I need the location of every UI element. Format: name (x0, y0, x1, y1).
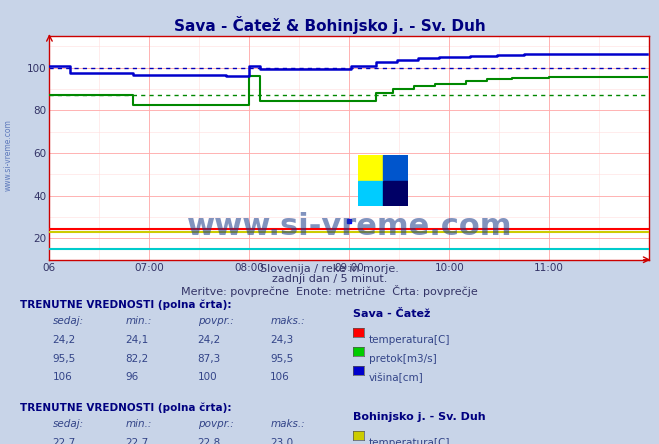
Text: 100: 100 (198, 373, 217, 382)
Text: www.si-vreme.com: www.si-vreme.com (186, 211, 512, 241)
Bar (383, 181, 407, 206)
Text: 95,5: 95,5 (53, 354, 76, 364)
Text: 96: 96 (125, 373, 138, 382)
Text: 24,2: 24,2 (198, 335, 221, 345)
Text: 22,7: 22,7 (53, 438, 76, 444)
Text: Meritve: povprečne  Enote: metrične  Črta: povprečje: Meritve: povprečne Enote: metrične Črta:… (181, 285, 478, 297)
Text: povpr.:: povpr.: (198, 317, 233, 326)
Bar (383, 155, 407, 181)
Text: min.:: min.: (125, 317, 152, 326)
Text: 23,0: 23,0 (270, 438, 293, 444)
Text: Sava - Čatež & Bohinjsko j. - Sv. Duh: Sava - Čatež & Bohinjsko j. - Sv. Duh (173, 16, 486, 34)
Text: maks.:: maks.: (270, 419, 305, 429)
Text: pretok[m3/s]: pretok[m3/s] (369, 354, 437, 364)
Bar (358, 155, 383, 181)
Text: 87,3: 87,3 (198, 354, 221, 364)
Text: 24,3: 24,3 (270, 335, 293, 345)
Text: 106: 106 (53, 373, 72, 382)
Text: 24,1: 24,1 (125, 335, 148, 345)
Text: višina[cm]: višina[cm] (369, 373, 424, 383)
Text: Slovenija / reke in morje.: Slovenija / reke in morje. (260, 264, 399, 274)
Bar (358, 181, 383, 206)
Text: sedaj:: sedaj: (53, 317, 84, 326)
Text: Bohinjsko j. - Sv. Duh: Bohinjsko j. - Sv. Duh (353, 412, 485, 422)
Text: 95,5: 95,5 (270, 354, 293, 364)
Text: maks.:: maks.: (270, 317, 305, 326)
Text: temperatura[C]: temperatura[C] (369, 438, 451, 444)
Text: temperatura[C]: temperatura[C] (369, 335, 451, 345)
Text: www.si-vreme.com: www.si-vreme.com (3, 119, 13, 191)
Text: sedaj:: sedaj: (53, 419, 84, 429)
Text: zadnji dan / 5 minut.: zadnji dan / 5 minut. (272, 274, 387, 285)
Text: 22,8: 22,8 (198, 438, 221, 444)
Text: 82,2: 82,2 (125, 354, 148, 364)
Text: Sava - Čatež: Sava - Čatež (353, 309, 430, 319)
Text: min.:: min.: (125, 419, 152, 429)
Text: povpr.:: povpr.: (198, 419, 233, 429)
Text: 106: 106 (270, 373, 290, 382)
Text: 22,7: 22,7 (125, 438, 148, 444)
Text: TRENUTNE VREDNOSTI (polna črta):: TRENUTNE VREDNOSTI (polna črta): (20, 300, 231, 310)
Text: TRENUTNE VREDNOSTI (polna črta):: TRENUTNE VREDNOSTI (polna črta): (20, 402, 231, 413)
Text: 24,2: 24,2 (53, 335, 76, 345)
